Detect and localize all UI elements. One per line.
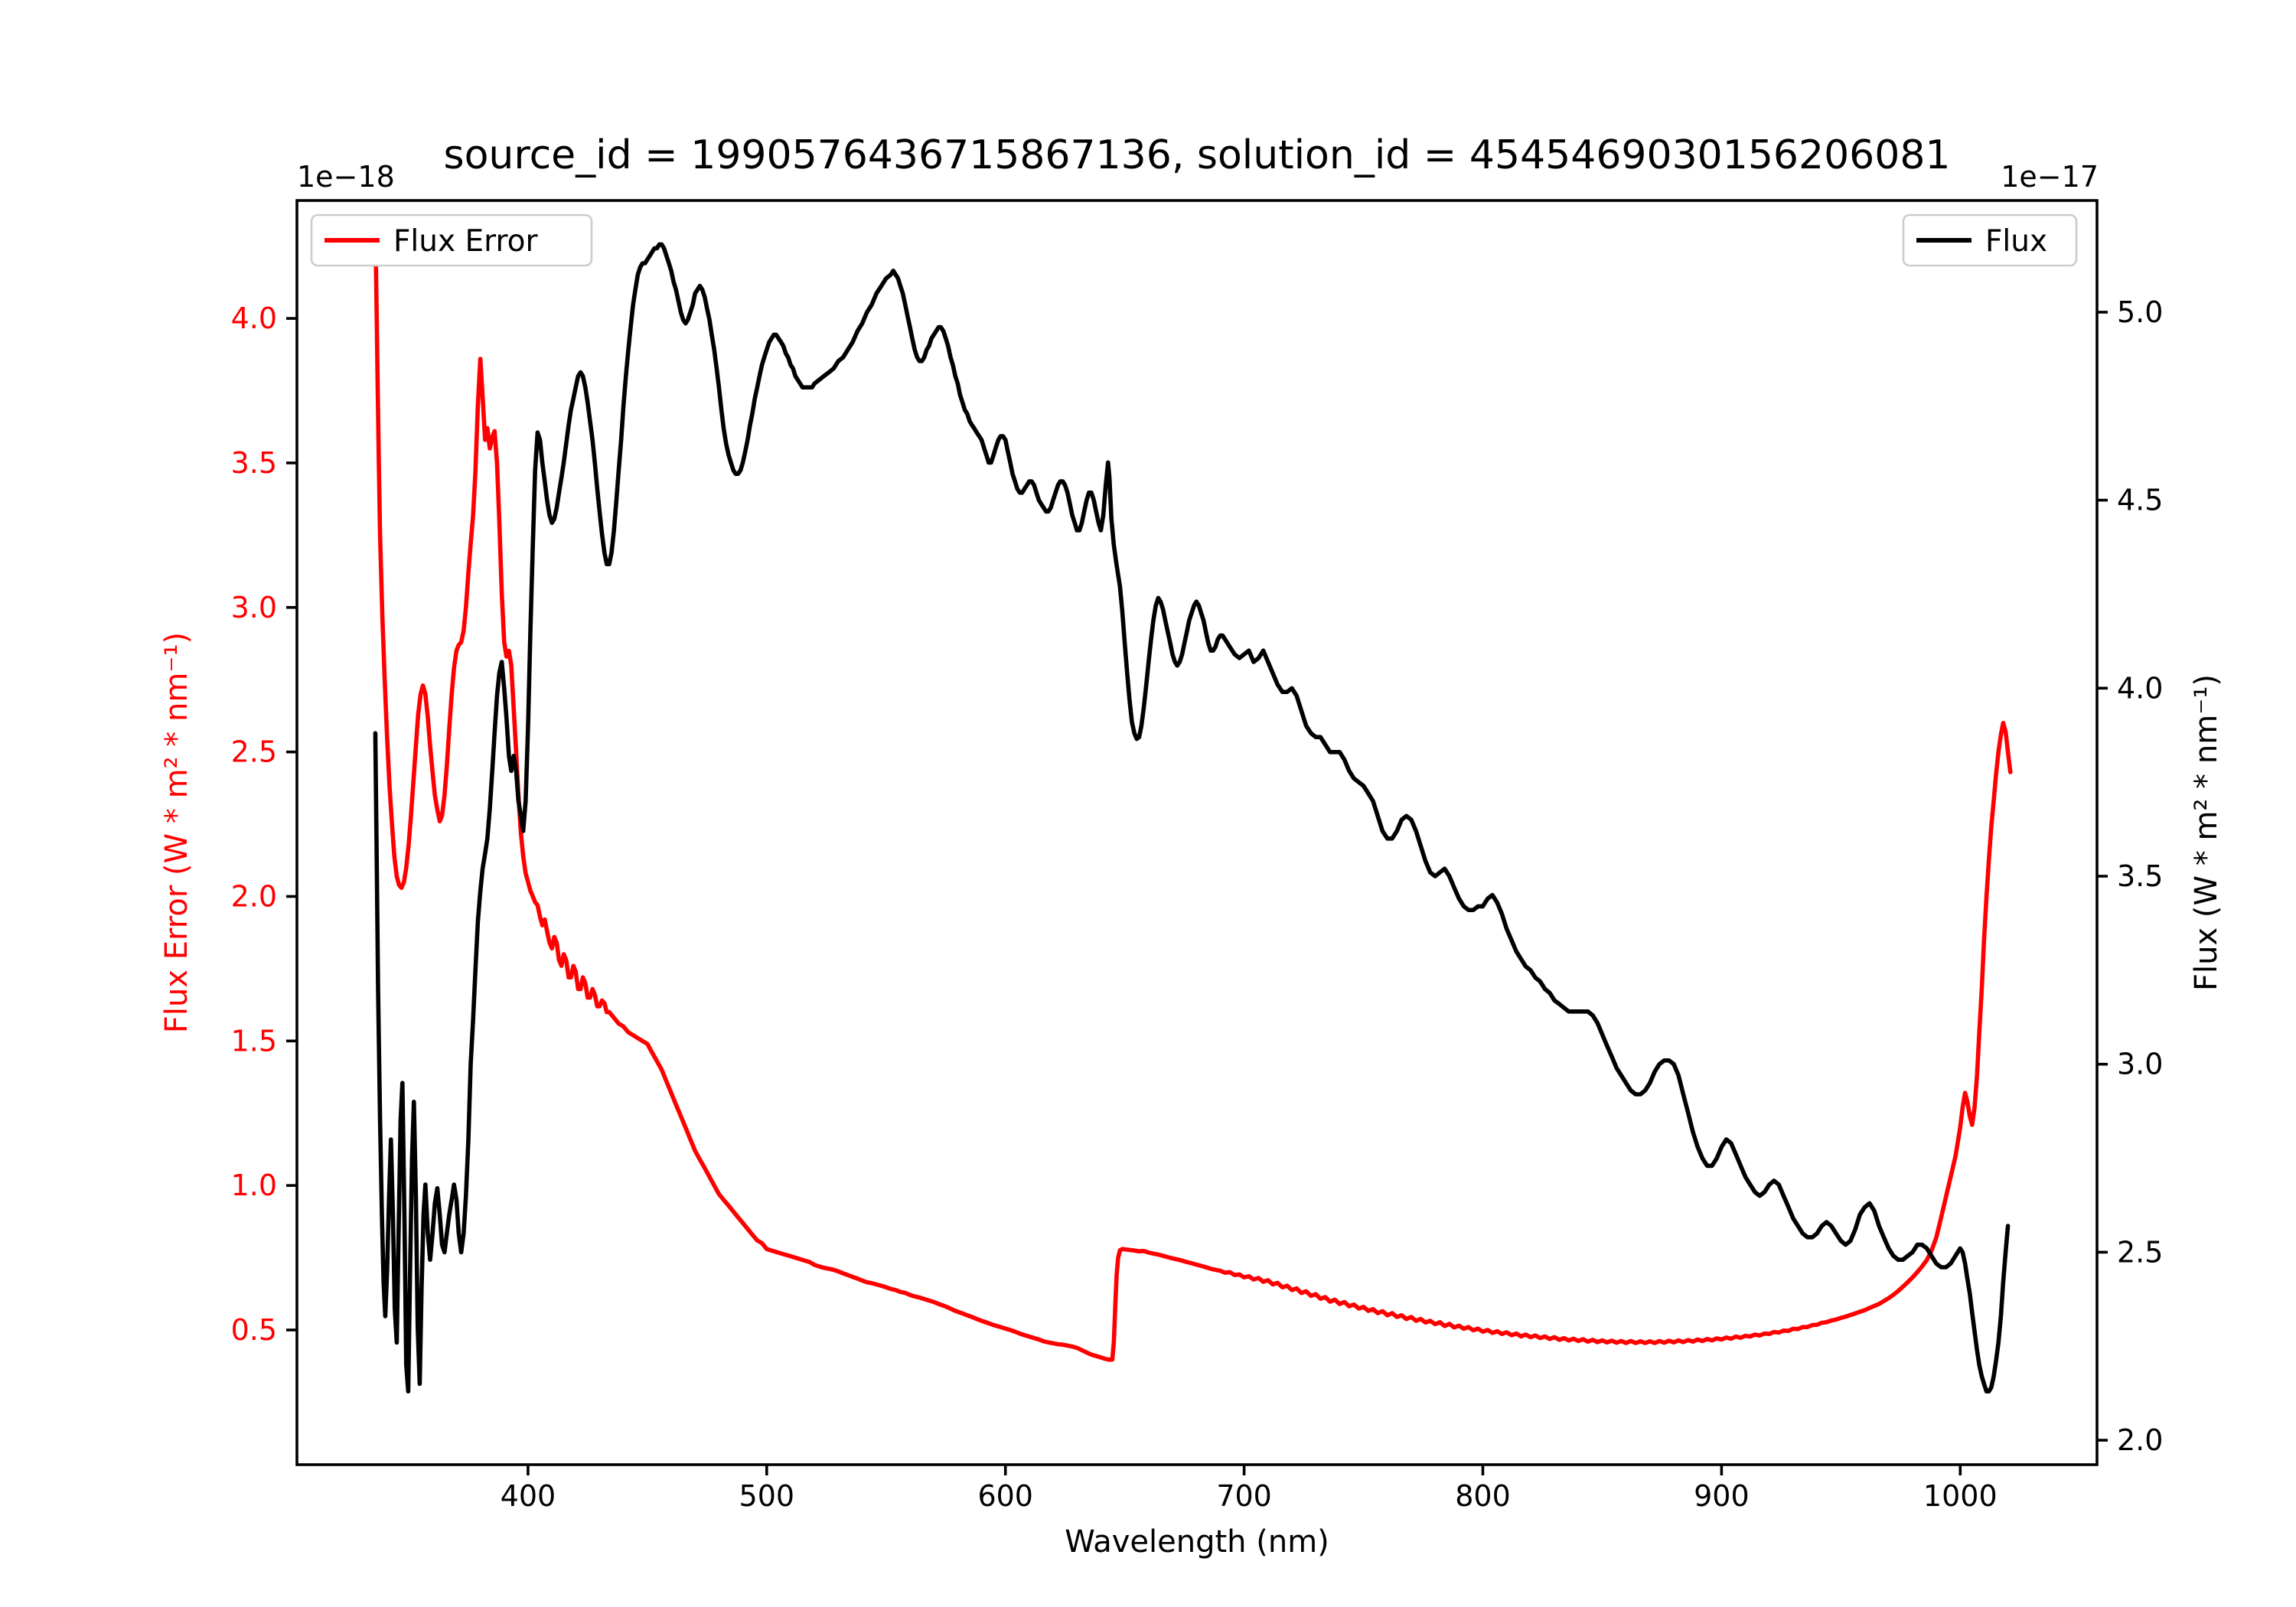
legend-box — [310, 214, 593, 267]
left-y-tick-label: 1.5 — [231, 1024, 277, 1058]
left-y-tick-label: 2.5 — [231, 735, 277, 769]
x-tick-label: 900 — [1694, 1479, 1750, 1513]
right-y-tick-label: 4.0 — [2117, 671, 2163, 705]
left-y-tick-label: 3.5 — [231, 446, 277, 480]
left-y-tick-label: 3.0 — [231, 591, 277, 624]
x-tick-label: 700 — [1216, 1479, 1272, 1513]
legend-box — [1902, 214, 2078, 267]
left-axis-offset-text: 1e−18 — [297, 160, 395, 194]
flux-error-legend-label: Flux Error — [393, 224, 538, 259]
x-tick-label: 600 — [977, 1479, 1033, 1513]
chart-title: source_id = 1990576436715867136, solutio… — [443, 132, 1950, 178]
plot-content: 400 500 600 700 800 900 1000 0.5 1.0 1.5 2.0 2.5 3.0… — [231, 220, 2163, 1513]
left-y-tick-label: 2.0 — [231, 879, 277, 913]
right-y-tick-label: 2.0 — [2117, 1423, 2163, 1457]
flux-legend-label: Flux — [1985, 224, 2047, 259]
right-axis-offset-text: 1e−17 — [2001, 160, 2099, 194]
legend-flux: Flux — [1902, 214, 2078, 267]
left-y-axis-label: Flux Error (W * m² * nm⁻¹) — [159, 632, 194, 1033]
right-y-tick-label: 5.0 — [2117, 295, 2163, 329]
plot-frame — [295, 199, 2099, 1466]
x-tick-label: 800 — [1455, 1479, 1511, 1513]
x-axis-label: Wavelength (nm) — [1065, 1524, 1329, 1560]
flux-error-line — [373, 220, 2013, 1362]
right-y-axis-label: Flux (W * m² * nm⁻¹) — [2189, 674, 2224, 991]
left-y-tick-label: 4.0 — [231, 302, 277, 335]
x-tick-label: 500 — [739, 1479, 795, 1513]
right-y-tick-label: 4.5 — [2117, 484, 2163, 517]
legend-flux-error: Flux Error — [310, 214, 593, 267]
x-tick-label: 1000 — [1923, 1479, 1998, 1513]
left-y-tick-label: 0.5 — [231, 1313, 277, 1347]
right-y-tick-label: 3.5 — [2117, 859, 2163, 893]
x-tick-label: 400 — [501, 1479, 556, 1513]
left-y-tick-label: 1.0 — [231, 1169, 277, 1202]
right-y-tick-label: 2.5 — [2117, 1235, 2163, 1269]
right-y-tick-label: 3.0 — [2117, 1048, 2163, 1081]
flux-line — [373, 242, 2011, 1393]
